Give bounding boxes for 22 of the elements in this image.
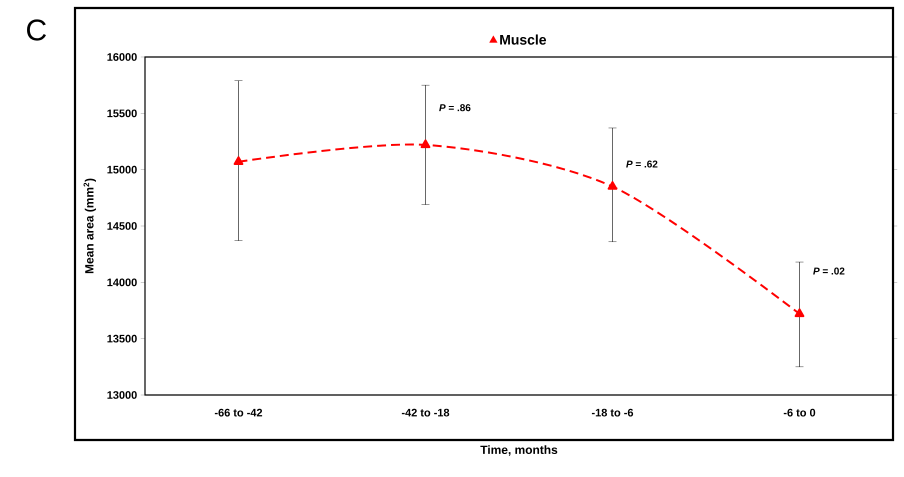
y-axis-title: Mean area (mm$^{2}$) [84,178,96,274]
y-tick-label: 15000 [107,166,137,174]
annotation: P = .62 [626,160,658,168]
point [608,181,618,190]
legend-label: Muscle [500,34,546,45]
x-tick-label: -18 to -6 [592,408,634,417]
x-tick-label: -6 to 0 [784,408,816,417]
y-tick-label: 13500 [107,334,137,343]
annotation: P = .86 [439,104,470,112]
y-tick-label: 13000 [107,391,137,399]
x-tick-label: -42 to -18 [402,408,450,417]
x-tick-label: -66 to -42 [214,408,262,417]
point [420,139,430,148]
y-tick-label: 14000 [107,278,137,286]
annotation: P = .02 [813,268,844,275]
x-axis-title: Time, months [480,445,558,456]
y-tick-label: 15500 [107,109,137,118]
point [234,156,244,166]
point [794,308,804,318]
text: C [27,19,46,41]
y-tick-label: 16000 [107,53,137,61]
y-tick-label: 14500 [107,222,137,230]
